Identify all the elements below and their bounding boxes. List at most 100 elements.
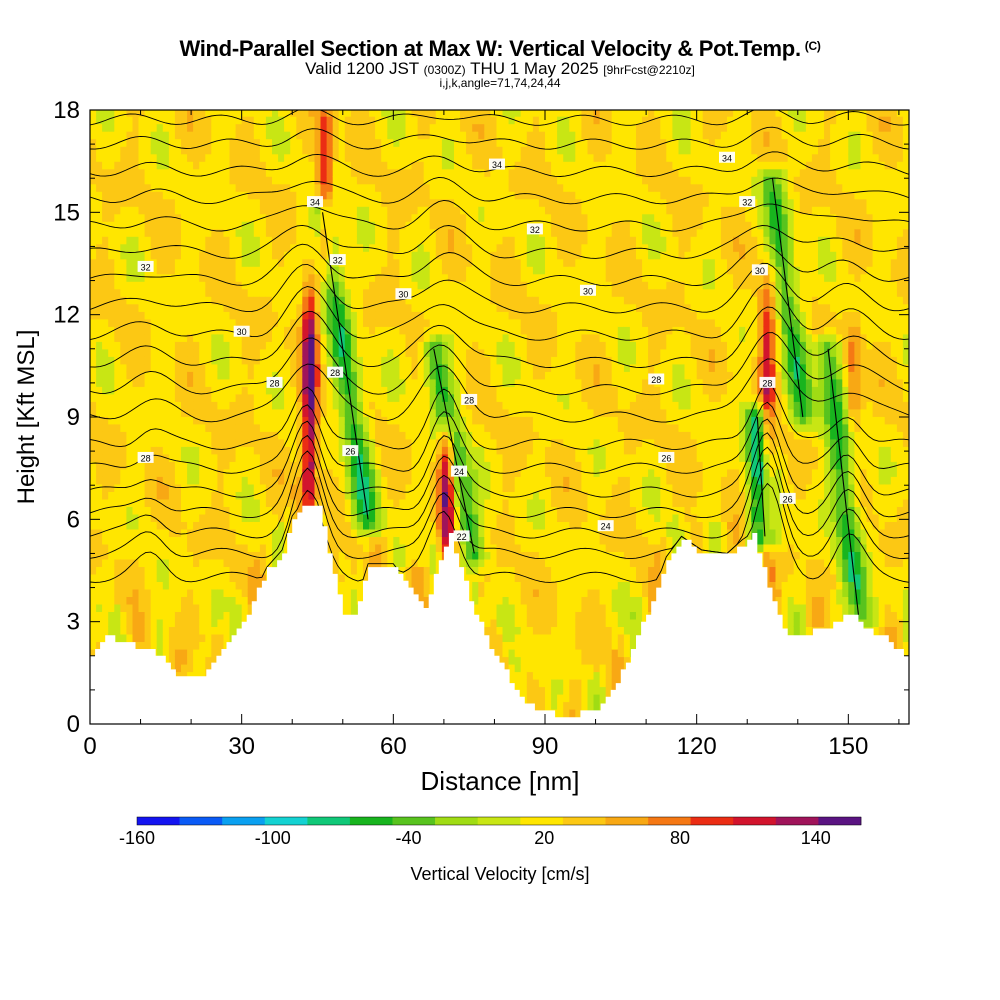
field-cell xyxy=(120,206,127,215)
field-cell xyxy=(205,408,212,417)
field-cell xyxy=(235,573,243,582)
field-cell xyxy=(393,416,400,425)
field-cell xyxy=(454,333,461,342)
field-cell xyxy=(229,438,237,447)
field-cell xyxy=(241,273,249,282)
field-cell xyxy=(156,311,164,320)
field-cell xyxy=(174,618,182,627)
field-cell xyxy=(308,123,316,132)
field-cell xyxy=(375,431,382,440)
field-cell xyxy=(217,116,225,125)
field-cell xyxy=(247,528,255,537)
field-cell xyxy=(399,266,407,275)
field-cell xyxy=(381,116,388,125)
field-cell xyxy=(308,363,316,372)
field-cell xyxy=(217,393,225,402)
field-cell xyxy=(174,176,182,185)
field-cell xyxy=(259,116,267,125)
field-cell xyxy=(326,131,334,140)
field-cell xyxy=(259,348,267,357)
field-cell xyxy=(150,243,158,252)
field-cell xyxy=(132,318,140,327)
field-cell xyxy=(156,236,164,245)
field-cell xyxy=(96,588,103,597)
field-cell xyxy=(363,146,370,155)
field-cell xyxy=(199,258,206,267)
field-cell xyxy=(314,131,322,140)
field-cell xyxy=(126,236,134,245)
field-cell xyxy=(393,386,400,395)
field-cell xyxy=(120,251,127,260)
field-cell xyxy=(381,228,388,237)
field-cell xyxy=(259,416,267,425)
field-cell xyxy=(344,266,352,275)
field-cell xyxy=(114,611,121,620)
field-cell xyxy=(235,416,243,425)
field-cell xyxy=(399,506,407,515)
field-cell xyxy=(156,431,164,440)
field-cell xyxy=(284,236,291,245)
field-cell xyxy=(144,333,152,342)
field-cell xyxy=(168,543,176,552)
field-cell xyxy=(356,453,364,462)
field-cell xyxy=(314,393,322,402)
field-cell xyxy=(387,123,394,132)
field-cell xyxy=(417,543,425,552)
field-cell xyxy=(90,453,97,462)
field-cell xyxy=(144,356,152,365)
field-cell xyxy=(296,251,303,260)
field-cell xyxy=(441,326,449,335)
field-cell xyxy=(162,191,170,200)
field-cell xyxy=(156,536,164,545)
field-cell xyxy=(229,281,237,290)
field-cell xyxy=(278,303,285,312)
field-cell xyxy=(211,461,218,470)
field-cell xyxy=(132,626,140,635)
field-cell xyxy=(326,168,334,177)
field-cell xyxy=(272,356,279,365)
field-cell xyxy=(132,416,140,425)
field-cell xyxy=(114,348,121,357)
field-cell xyxy=(253,581,261,590)
field-cell xyxy=(193,566,200,575)
field-cell xyxy=(156,146,164,155)
field-cell xyxy=(344,311,352,320)
field-cell xyxy=(338,311,346,320)
field-cell xyxy=(411,333,419,342)
field-cell xyxy=(162,116,170,125)
field-cell xyxy=(259,221,267,230)
field-cell xyxy=(441,363,449,372)
field-cell xyxy=(168,438,176,447)
field-cell xyxy=(114,551,121,560)
field-cell xyxy=(338,303,346,312)
field-cell xyxy=(247,573,255,582)
field-cell xyxy=(211,138,218,147)
field-cell xyxy=(411,431,419,440)
field-cell xyxy=(265,536,273,545)
field-cell xyxy=(417,566,425,575)
field-cell xyxy=(247,431,255,440)
field-cell xyxy=(265,348,273,357)
field-cell xyxy=(217,176,225,185)
field-cell xyxy=(435,228,443,237)
field-cell xyxy=(193,251,200,260)
field-cell xyxy=(120,438,127,447)
field-cell xyxy=(320,123,328,132)
field-cell xyxy=(411,543,419,552)
field-cell xyxy=(381,326,388,335)
field-cell xyxy=(126,521,134,530)
field-cell xyxy=(338,236,346,245)
field-cell xyxy=(217,243,225,252)
field-cell xyxy=(150,311,158,320)
field-cell xyxy=(423,566,431,575)
field-cell xyxy=(253,348,261,357)
field-cell xyxy=(387,176,394,185)
field-cell xyxy=(350,161,358,170)
field-cell xyxy=(429,311,437,320)
field-cell xyxy=(168,588,176,597)
field-cell xyxy=(423,476,431,485)
field-cell xyxy=(338,288,346,297)
field-cell xyxy=(344,483,352,492)
field-cell xyxy=(429,176,437,185)
field-cell xyxy=(265,110,273,117)
